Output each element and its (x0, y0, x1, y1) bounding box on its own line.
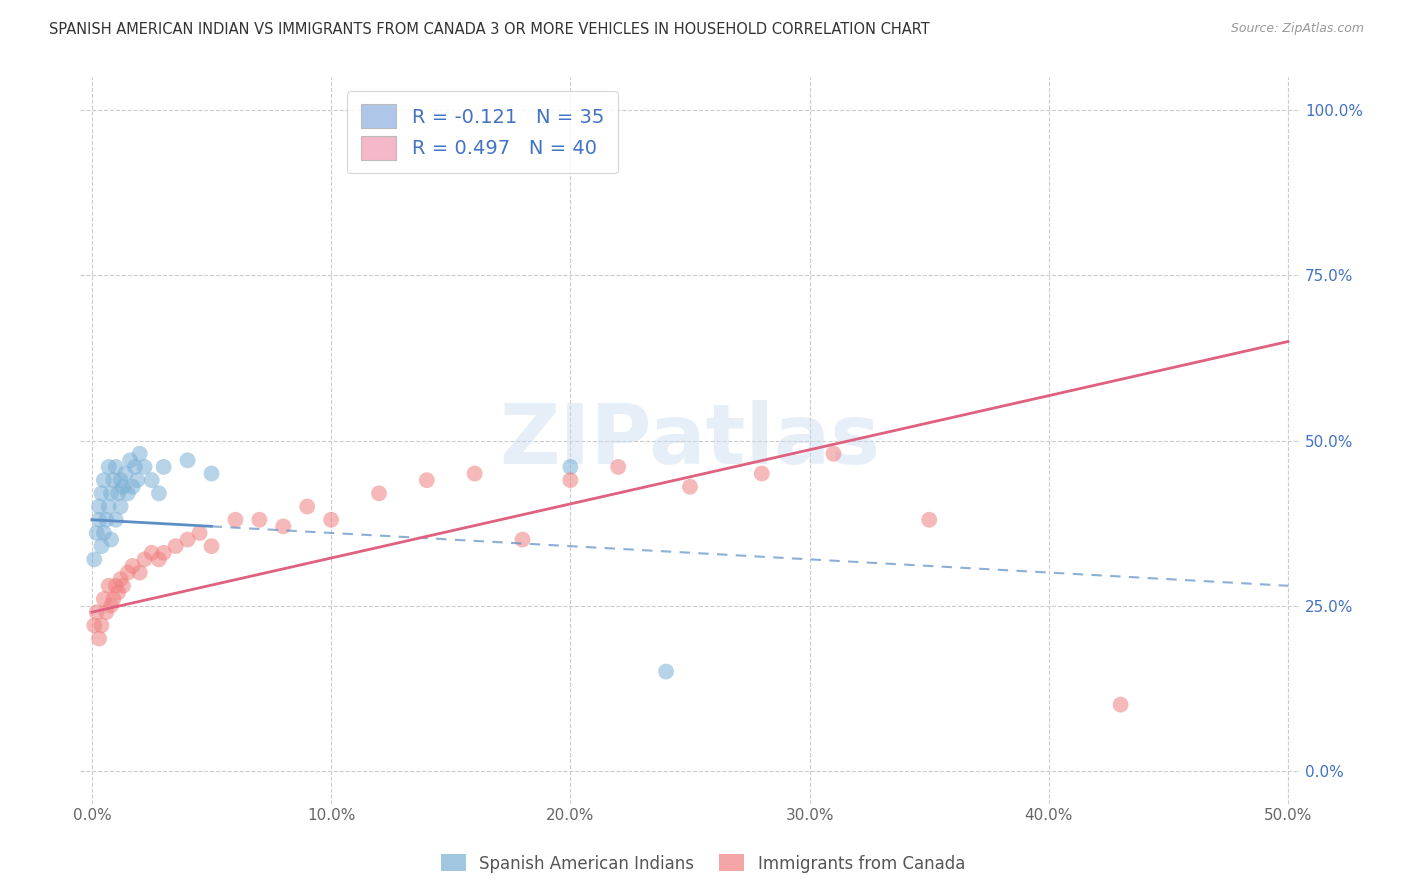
Point (176, 533, 198, 547)
Point (83, 618, 105, 632)
Point (90, 618, 112, 632)
Legend: R = -0.121   N = 35, R = 0.497   N = 40: R = -0.121 N = 35, R = 0.497 N = 40 (347, 91, 617, 173)
Text: SPANISH AMERICAN INDIAN VS IMMIGRANTS FROM CANADA 3 OR MORE VEHICLES IN HOUSEHOL: SPANISH AMERICAN INDIAN VS IMMIGRANTS FR… (49, 22, 929, 37)
Point (96, 605, 118, 619)
Point (87, 500, 110, 514)
Point (86, 525, 108, 540)
Point (152, 459, 174, 474)
Point (121, 558, 143, 573)
Text: Source: ZipAtlas.com: Source: ZipAtlas.com (1230, 22, 1364, 36)
Point (90, 539, 112, 553)
Point (918, 513, 941, 527)
Point (224, 513, 246, 527)
Point (114, 467, 136, 481)
Point (368, 486, 391, 500)
Point (128, 447, 150, 461)
Point (512, 533, 534, 547)
Point (107, 486, 129, 500)
Point (124, 459, 146, 474)
Point (86, 605, 108, 619)
Point (751, 467, 773, 481)
Point (100, 486, 122, 500)
Point (247, 513, 270, 527)
Point (110, 500, 132, 514)
Point (127, 473, 149, 487)
Point (271, 519, 294, 533)
Point (655, 665, 678, 679)
Point (100, 533, 122, 547)
Point (83, 552, 105, 566)
Point (560, 459, 582, 474)
Point (128, 566, 150, 580)
Legend: Spanish American Indians, Immigrants from Canada: Spanish American Indians, Immigrants fro… (434, 847, 972, 880)
Point (110, 473, 132, 487)
Point (134, 459, 156, 474)
Point (148, 552, 170, 566)
Point (97, 459, 120, 474)
Point (464, 467, 486, 481)
Point (679, 480, 702, 494)
Point (117, 566, 139, 580)
Point (87, 513, 110, 527)
Point (111, 480, 134, 494)
Point (104, 459, 127, 474)
Text: ZIPatlas: ZIPatlas (499, 400, 880, 481)
Point (295, 500, 318, 514)
Point (87, 632, 110, 646)
Point (93, 591, 115, 606)
Point (321, 513, 343, 527)
Point (96, 513, 118, 527)
Point (90, 486, 112, 500)
Point (188, 525, 211, 540)
Point (111, 579, 134, 593)
Point (823, 447, 845, 461)
Point (200, 539, 222, 553)
Point (110, 572, 132, 586)
Point (1109, 698, 1132, 712)
Point (176, 453, 198, 467)
Point (121, 480, 143, 494)
Point (104, 579, 127, 593)
Point (141, 546, 163, 560)
Point (93, 473, 115, 487)
Point (100, 599, 122, 613)
Point (165, 539, 187, 553)
Point (104, 513, 127, 527)
Point (120, 453, 142, 467)
Point (103, 591, 125, 606)
Point (607, 459, 630, 474)
Point (134, 552, 156, 566)
Point (141, 473, 163, 487)
Point (416, 473, 439, 487)
Point (152, 546, 174, 560)
Point (148, 486, 170, 500)
Point (117, 486, 139, 500)
Point (103, 473, 125, 487)
Point (93, 525, 115, 540)
Point (97, 579, 120, 593)
Point (200, 467, 222, 481)
Point (560, 473, 582, 487)
Point (97, 500, 120, 514)
Point (107, 585, 129, 599)
